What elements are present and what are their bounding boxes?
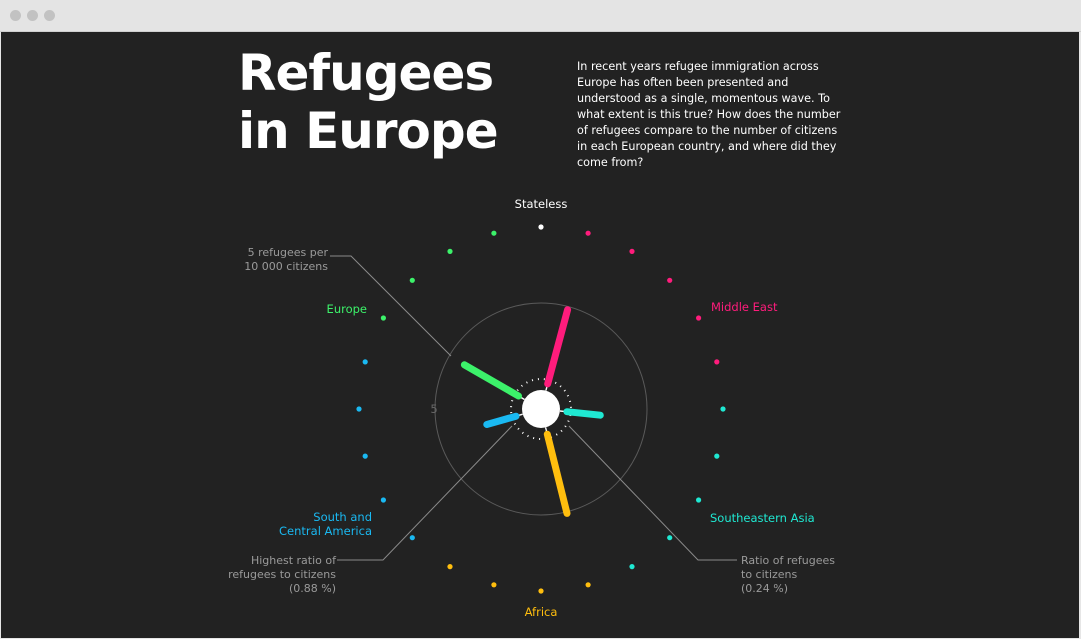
ratio-annotation-line2: to citizens <box>741 568 798 581</box>
region-label-stateless[interactable]: Stateless <box>515 197 568 211</box>
region-dot-southeastern-asia-2[interactable] <box>714 453 720 459</box>
bar-south-central-america[interactable] <box>483 412 520 428</box>
region-dot-africa-1[interactable] <box>585 582 591 588</box>
region-label-africa[interactable]: Africa <box>525 605 558 619</box>
region-dot-middle-east-2[interactable] <box>629 248 635 254</box>
highest-ratio-leader <box>337 425 513 561</box>
radial-chart: 5 Stateless Middle East Southeastern Asi… <box>228 197 835 619</box>
region-dot-europe-4[interactable] <box>491 230 497 236</box>
highest-ratio-line1: Highest ratio of <box>251 554 337 567</box>
ring-value-label: 5 <box>430 402 437 416</box>
bar-europe[interactable] <box>460 361 522 400</box>
reference-ring <box>434 302 648 516</box>
region-dot-southeastern-asia-4[interactable] <box>667 535 673 541</box>
region-dot-south-central-america-2[interactable] <box>380 497 386 503</box>
region-dot-stateless-1[interactable] <box>538 224 544 230</box>
center-circle[interactable] <box>522 390 560 428</box>
title-line-1: Refugees <box>238 44 494 102</box>
page-viewport: Refugees in Europe In recent years refug… <box>1 32 1079 638</box>
region-dot-southeastern-asia-3[interactable] <box>696 497 702 503</box>
region-dot-africa-4[interactable] <box>447 564 453 570</box>
region-label-europe[interactable]: Europe <box>327 302 367 316</box>
region-dot-southeastern-asia-5[interactable] <box>629 564 635 570</box>
intro-paragraph: In recent years refugee immigration acro… <box>577 60 841 169</box>
bar-middle-east[interactable] <box>544 306 572 388</box>
region-dot-europe-3[interactable] <box>447 248 453 254</box>
region-dot-middle-east-4[interactable] <box>696 315 702 321</box>
region-dot-southeastern-asia-1[interactable] <box>720 406 726 412</box>
region-dot-europe-1[interactable] <box>380 315 386 321</box>
region-dot-africa-2[interactable] <box>538 588 544 594</box>
region-dot-middle-east-3[interactable] <box>667 277 673 283</box>
region-label-middle-east[interactable]: Middle East <box>711 300 778 314</box>
region-dot-europe-2[interactable] <box>409 277 415 283</box>
bar-southeastern-asia[interactable] <box>563 408 604 419</box>
bar-africa[interactable] <box>543 430 571 517</box>
region-dot-middle-east-1[interactable] <box>585 230 591 236</box>
page-title: Refugees in Europe <box>238 44 499 160</box>
ring-annotation-line2: 10 000 citizens <box>244 260 328 273</box>
region-dot-south-central-america-3[interactable] <box>362 453 368 459</box>
minimize-window-button[interactable] <box>27 10 38 21</box>
close-window-button[interactable] <box>10 10 21 21</box>
highest-ratio-line3: (0.88 %) <box>289 582 336 595</box>
ratio-annotation-line3: (0.24 %) <box>741 582 788 595</box>
title-line-2: in Europe <box>238 102 499 160</box>
browser-titlebar <box>0 0 1081 32</box>
ring-annotation-line1: 5 refugees per <box>248 246 329 259</box>
region-label-southeastern-asia[interactable]: Southeastern Asia <box>710 511 815 525</box>
maximize-window-button[interactable] <box>44 10 55 21</box>
region-dot-south-central-america-5[interactable] <box>362 359 368 365</box>
region-dot-south-central-america-4[interactable] <box>356 406 362 412</box>
ratio-annotation-leader <box>568 425 737 561</box>
region-label-south-america-line2[interactable]: Central America <box>279 524 372 538</box>
ratio-annotation-line1: Ratio of refugees <box>741 554 835 567</box>
region-dot-south-central-america-1[interactable] <box>409 535 415 541</box>
region-dot-africa-3[interactable] <box>491 582 497 588</box>
ring-annotation-leader <box>330 255 452 357</box>
region-label-south-america-line1[interactable]: South and <box>313 510 372 524</box>
region-dot-middle-east-5[interactable] <box>714 359 720 365</box>
highest-ratio-line2: refugees to citizens <box>228 568 336 581</box>
